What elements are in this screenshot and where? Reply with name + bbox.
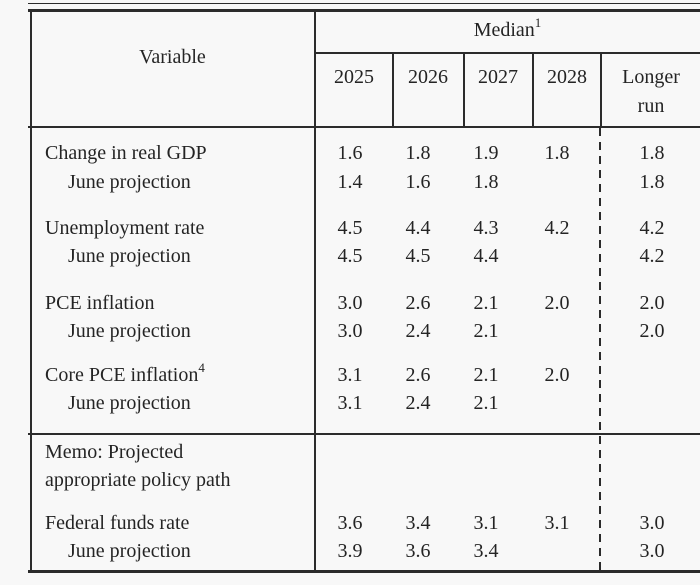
core-pce-footnote-marker: 4 (198, 360, 205, 376)
row-label: Unemployment rate (45, 217, 205, 239)
cell-2028: 3.1 (544, 512, 570, 534)
table-row-core-pce: Core PCE inflation4 3.1 2.6 2.1 2.0 (0, 360, 700, 388)
table-row-fed-funds-june: June projection 3.9 3.6 3.4 3.0 (0, 538, 700, 564)
row-label: June projection (68, 320, 191, 342)
cell-2025: 4.5 (337, 245, 363, 267)
cell-2027: 1.8 (473, 171, 499, 193)
cell-2026: 2.4 (405, 392, 431, 414)
cell-2027: 4.3 (473, 217, 499, 239)
bottom-rule (28, 570, 700, 573)
memo-row-line1: Memo: Projected (0, 439, 700, 465)
cell-2025: 3.1 (337, 392, 363, 414)
cell-2025: 1.6 (337, 142, 363, 164)
column-header-variable: Variable (139, 46, 206, 68)
row-label: Federal funds rate (45, 512, 190, 534)
cell-2026: 1.6 (405, 171, 431, 193)
cell-2027: 3.4 (473, 540, 499, 562)
row-label: June projection (68, 540, 191, 562)
cell-2027: 2.1 (473, 292, 499, 314)
row-label: Core PCE inflation4 (45, 360, 205, 388)
cell-longer-run: 3.0 (639, 512, 665, 534)
cell-2028: 2.0 (544, 364, 570, 386)
header-divider-2027-2028 (532, 52, 534, 128)
cell-2025: 4.5 (337, 217, 363, 239)
row-label: June projection (68, 171, 191, 193)
column-header-2025: 2025 (334, 66, 374, 88)
cell-2025: 3.0 (337, 292, 363, 314)
table-row-fed-funds: Federal funds rate 3.6 3.4 3.1 3.1 3.0 (0, 510, 700, 536)
top-thin-rule (28, 3, 700, 4)
header-divider-2025-2026 (392, 52, 394, 128)
row-label: Change in real GDP (45, 142, 207, 164)
cell-2026: 2.6 (405, 292, 431, 314)
table-row-gdp-june: June projection 1.4 1.6 1.8 1.8 (0, 169, 700, 195)
cell-2025: 1.4 (337, 171, 363, 193)
row-label: PCE inflation (45, 292, 155, 314)
cell-2027: 1.9 (473, 142, 499, 164)
cell-2026: 2.6 (405, 364, 431, 386)
cell-2026: 3.4 (405, 512, 431, 534)
median-label: Median (473, 19, 535, 41)
cell-2027: 2.1 (473, 392, 499, 414)
cell-2025: 3.9 (337, 540, 363, 562)
cell-2025: 3.0 (337, 320, 363, 342)
header-bottom-rule (28, 126, 700, 128)
row-label-text: Core PCE inflation (45, 364, 199, 386)
longer-run-dashed-divider (599, 128, 601, 570)
cell-2027: 3.1 (473, 512, 499, 534)
cell-2026: 4.5 (405, 245, 431, 267)
top-thick-rule (28, 9, 700, 12)
row-label: June projection (68, 245, 191, 267)
cell-2028: 2.0 (544, 292, 570, 314)
table-row-core-pce-june: June projection 3.1 2.4 2.1 (0, 390, 700, 416)
cell-2026: 1.8 (405, 142, 431, 164)
cell-2027: 2.1 (473, 364, 499, 386)
header-divider-2026-2027 (463, 52, 465, 128)
median-footnote-marker: 1 (534, 15, 542, 31)
table-row-pce-inflation-june: June projection 3.0 2.4 2.1 2.0 (0, 318, 700, 344)
cell-2026: 4.4 (405, 217, 431, 239)
variable-median-divider-rule (314, 9, 316, 573)
memo-label-line1: Memo: Projected (45, 441, 184, 463)
cell-2026: 3.6 (405, 540, 431, 562)
table-row-gdp: Change in real GDP 1.6 1.8 1.9 1.8 1.8 (0, 140, 700, 166)
left-border-rule (30, 9, 32, 573)
cell-2026: 2.4 (405, 320, 431, 342)
table-row-unemployment: Unemployment rate 4.5 4.4 4.3 4.2 4.2 (0, 215, 700, 241)
memo-separator-rule (28, 433, 700, 435)
header-divider-2028-longer-run (600, 52, 602, 128)
cell-2027: 2.1 (473, 320, 499, 342)
column-header-2027: 2027 (478, 66, 518, 88)
table-row-unemployment-june: June projection 4.5 4.5 4.4 4.2 (0, 243, 700, 269)
column-header-median: Median1 (315, 15, 700, 43)
column-header-longer-run-line2: run (637, 95, 665, 117)
cell-longer-run: 4.2 (639, 217, 665, 239)
cell-2025: 3.6 (337, 512, 363, 534)
cell-2028: 1.8 (544, 142, 570, 164)
cell-2025: 3.1 (337, 364, 363, 386)
column-header-longer-run-line1: Longer (622, 66, 680, 88)
cell-2027: 4.4 (473, 245, 499, 267)
cell-longer-run: 3.0 (639, 540, 665, 562)
cell-2028: 4.2 (544, 217, 570, 239)
cell-longer-run: 1.8 (639, 171, 665, 193)
cell-longer-run: 2.0 (639, 292, 665, 314)
cell-longer-run: 2.0 (639, 320, 665, 342)
cell-longer-run: 1.8 (639, 142, 665, 164)
table-row-pce-inflation: PCE inflation 3.0 2.6 2.1 2.0 2.0 (0, 290, 700, 316)
memo-row-line2: appropriate policy path (0, 467, 700, 493)
row-label: June projection (68, 392, 191, 414)
cell-longer-run: 4.2 (639, 245, 665, 267)
memo-label-line2: appropriate policy path (45, 469, 231, 491)
median-underline-rule (315, 52, 700, 54)
column-header-2026: 2026 (408, 66, 448, 88)
column-header-2028: 2028 (547, 66, 587, 88)
